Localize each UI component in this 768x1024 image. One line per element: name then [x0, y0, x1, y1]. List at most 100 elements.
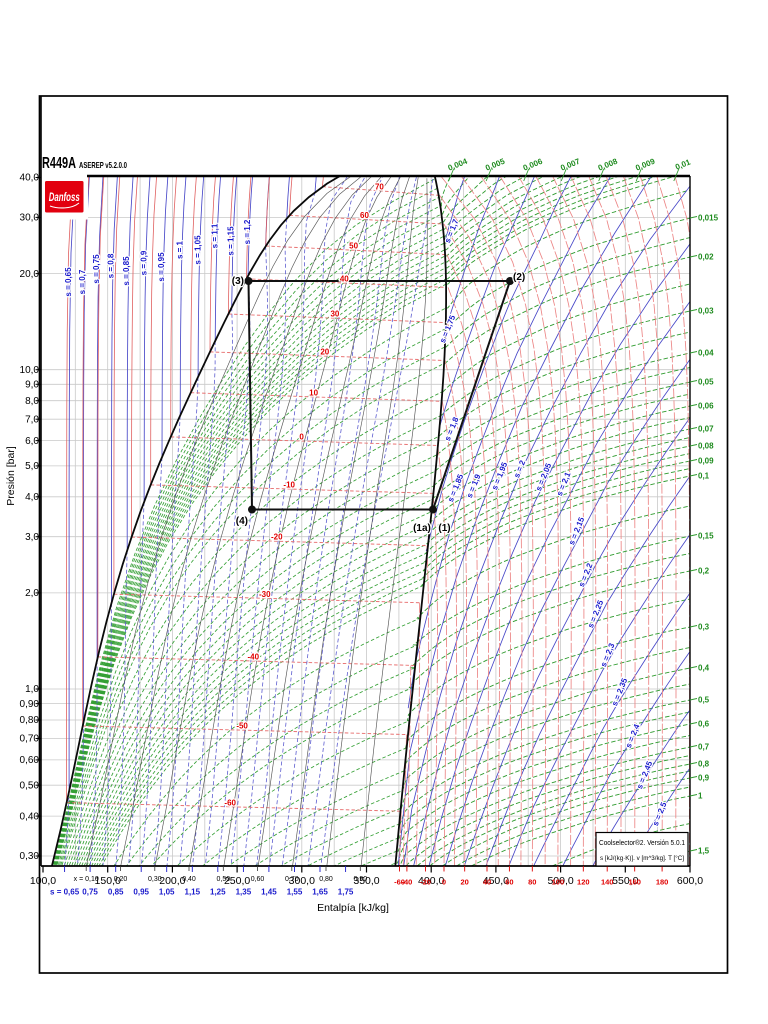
svg-text:0,95: 0,95	[133, 888, 149, 897]
svg-text:30,0: 30,0	[20, 213, 40, 224]
svg-text:9,0: 9,0	[25, 380, 39, 391]
svg-text:s = 0,85: s = 0,85	[122, 256, 131, 286]
svg-text:4,0: 4,0	[25, 492, 39, 503]
svg-text:30: 30	[330, 310, 339, 319]
svg-text:1: 1	[698, 792, 703, 801]
svg-text:3,0: 3,0	[25, 532, 39, 543]
svg-text:6,0: 6,0	[25, 436, 39, 447]
svg-text:0,40: 0,40	[182, 876, 196, 883]
svg-text:60: 60	[505, 878, 513, 887]
svg-text:0,60: 0,60	[20, 755, 40, 766]
svg-text:450,0: 450,0	[483, 875, 509, 887]
svg-text:1,35: 1,35	[236, 888, 252, 897]
svg-text:120: 120	[577, 878, 590, 887]
svg-text:300,0: 300,0	[289, 875, 315, 887]
svg-text:10,0: 10,0	[20, 365, 40, 376]
svg-text:1,0: 1,0	[25, 684, 39, 695]
svg-text:0,20: 0,20	[114, 876, 128, 883]
svg-text:0,40: 0,40	[20, 811, 40, 822]
svg-text:0,6: 0,6	[698, 720, 710, 729]
svg-text:0,15: 0,15	[698, 532, 714, 541]
svg-text:ASEREP v5.2.0.0: ASEREP v5.2.0.0	[79, 160, 127, 170]
svg-text:20: 20	[461, 878, 469, 887]
svg-text:Coolselector®2. Versión 5.0.1: Coolselector®2. Versión 5.0.1	[599, 838, 685, 847]
svg-text:40: 40	[340, 275, 349, 284]
svg-text:-40: -40	[401, 878, 412, 887]
svg-text:s [kJ/(kg·K)]. v [m^3/kg]. T [: s [kJ/(kg·K)]. v [m^3/kg]. T [°C]	[600, 854, 684, 862]
svg-text:0,90: 0,90	[353, 876, 367, 883]
svg-text:0,05: 0,05	[698, 378, 714, 387]
svg-text:x = 0,10: x = 0,10	[74, 876, 99, 883]
svg-text:1,55: 1,55	[287, 888, 303, 897]
svg-text:0,04: 0,04	[698, 349, 714, 358]
svg-text:0: 0	[442, 878, 446, 887]
svg-text:0,75: 0,75	[82, 888, 98, 897]
svg-text:20,0: 20,0	[20, 269, 40, 280]
svg-text:1,15: 1,15	[185, 888, 201, 897]
svg-text:5,0: 5,0	[25, 461, 39, 472]
svg-text:s = 1,15: s = 1,15	[227, 226, 236, 256]
svg-text:0,2: 0,2	[698, 567, 710, 576]
svg-text:0,8: 0,8	[698, 760, 710, 769]
svg-text:Presión [bar]: Presión [bar]	[5, 446, 17, 506]
svg-text:0,70: 0,70	[20, 734, 40, 745]
svg-text:0,3: 0,3	[698, 623, 710, 632]
svg-text:0,50: 0,50	[20, 780, 40, 791]
svg-text:s = 1,05: s = 1,05	[193, 235, 202, 265]
svg-text:0,7: 0,7	[698, 743, 710, 752]
svg-text:8,0: 8,0	[25, 396, 39, 407]
svg-text:-60: -60	[394, 878, 405, 887]
svg-text:0: 0	[299, 433, 304, 442]
svg-text:-20: -20	[271, 533, 283, 542]
svg-text:0,015: 0,015	[698, 214, 719, 223]
svg-text:80: 80	[528, 878, 536, 887]
svg-text:s = 0,75: s = 0,75	[92, 254, 101, 284]
svg-text:2,0: 2,0	[25, 588, 39, 599]
svg-text:400,0: 400,0	[418, 875, 444, 887]
svg-text:(2): (2)	[513, 272, 525, 283]
svg-text:500,0: 500,0	[547, 875, 573, 887]
svg-text:0,30: 0,30	[148, 876, 162, 883]
svg-text:60: 60	[360, 211, 369, 220]
svg-text:550,0: 550,0	[612, 875, 638, 887]
svg-text:20: 20	[320, 348, 329, 357]
svg-text:1,75: 1,75	[338, 888, 354, 897]
svg-text:s = 0,9: s = 0,9	[139, 250, 148, 275]
svg-text:150,0: 150,0	[95, 875, 121, 887]
svg-text:0,06: 0,06	[698, 402, 714, 411]
svg-text:40: 40	[483, 878, 491, 887]
svg-text:7,0: 7,0	[25, 414, 39, 425]
svg-text:1,05: 1,05	[159, 888, 175, 897]
svg-text:1,25: 1,25	[210, 888, 226, 897]
svg-text:200,0: 200,0	[159, 875, 185, 887]
svg-text:-20: -20	[420, 878, 431, 887]
svg-text:s = 0,65: s = 0,65	[50, 888, 80, 897]
svg-text:0,5: 0,5	[698, 696, 710, 705]
svg-text:-10: -10	[283, 481, 295, 490]
svg-text:180: 180	[656, 878, 669, 887]
svg-text:0,09: 0,09	[698, 457, 714, 466]
svg-text:350,0: 350,0	[353, 875, 379, 887]
svg-text:s = 1,1: s = 1,1	[211, 223, 220, 248]
svg-text:0,80: 0,80	[20, 715, 40, 726]
svg-text:-50: -50	[236, 722, 248, 731]
svg-text:600,0: 600,0	[677, 875, 703, 887]
svg-text:0,85: 0,85	[108, 888, 124, 897]
svg-text:-30: -30	[259, 590, 271, 599]
svg-text:70: 70	[375, 182, 384, 191]
svg-text:0,80: 0,80	[319, 876, 333, 883]
svg-text:s = 0,7: s = 0,7	[78, 269, 87, 294]
svg-text:s = 1: s = 1	[176, 240, 185, 259]
svg-text:50: 50	[349, 242, 358, 251]
svg-text:0,60: 0,60	[251, 876, 265, 883]
svg-text:0,50: 0,50	[216, 876, 230, 883]
svg-text:0,02: 0,02	[698, 253, 714, 262]
svg-text:40,0: 40,0	[20, 173, 40, 184]
svg-text:100,0: 100,0	[30, 875, 56, 887]
svg-text:0,90: 0,90	[20, 699, 40, 710]
svg-text:(4): (4)	[236, 516, 248, 527]
svg-text:s = 0,95: s = 0,95	[157, 252, 166, 282]
svg-text:s = 1,2: s = 1,2	[243, 219, 252, 244]
svg-text:1,45: 1,45	[261, 888, 277, 897]
svg-text:0,9: 0,9	[698, 774, 710, 783]
